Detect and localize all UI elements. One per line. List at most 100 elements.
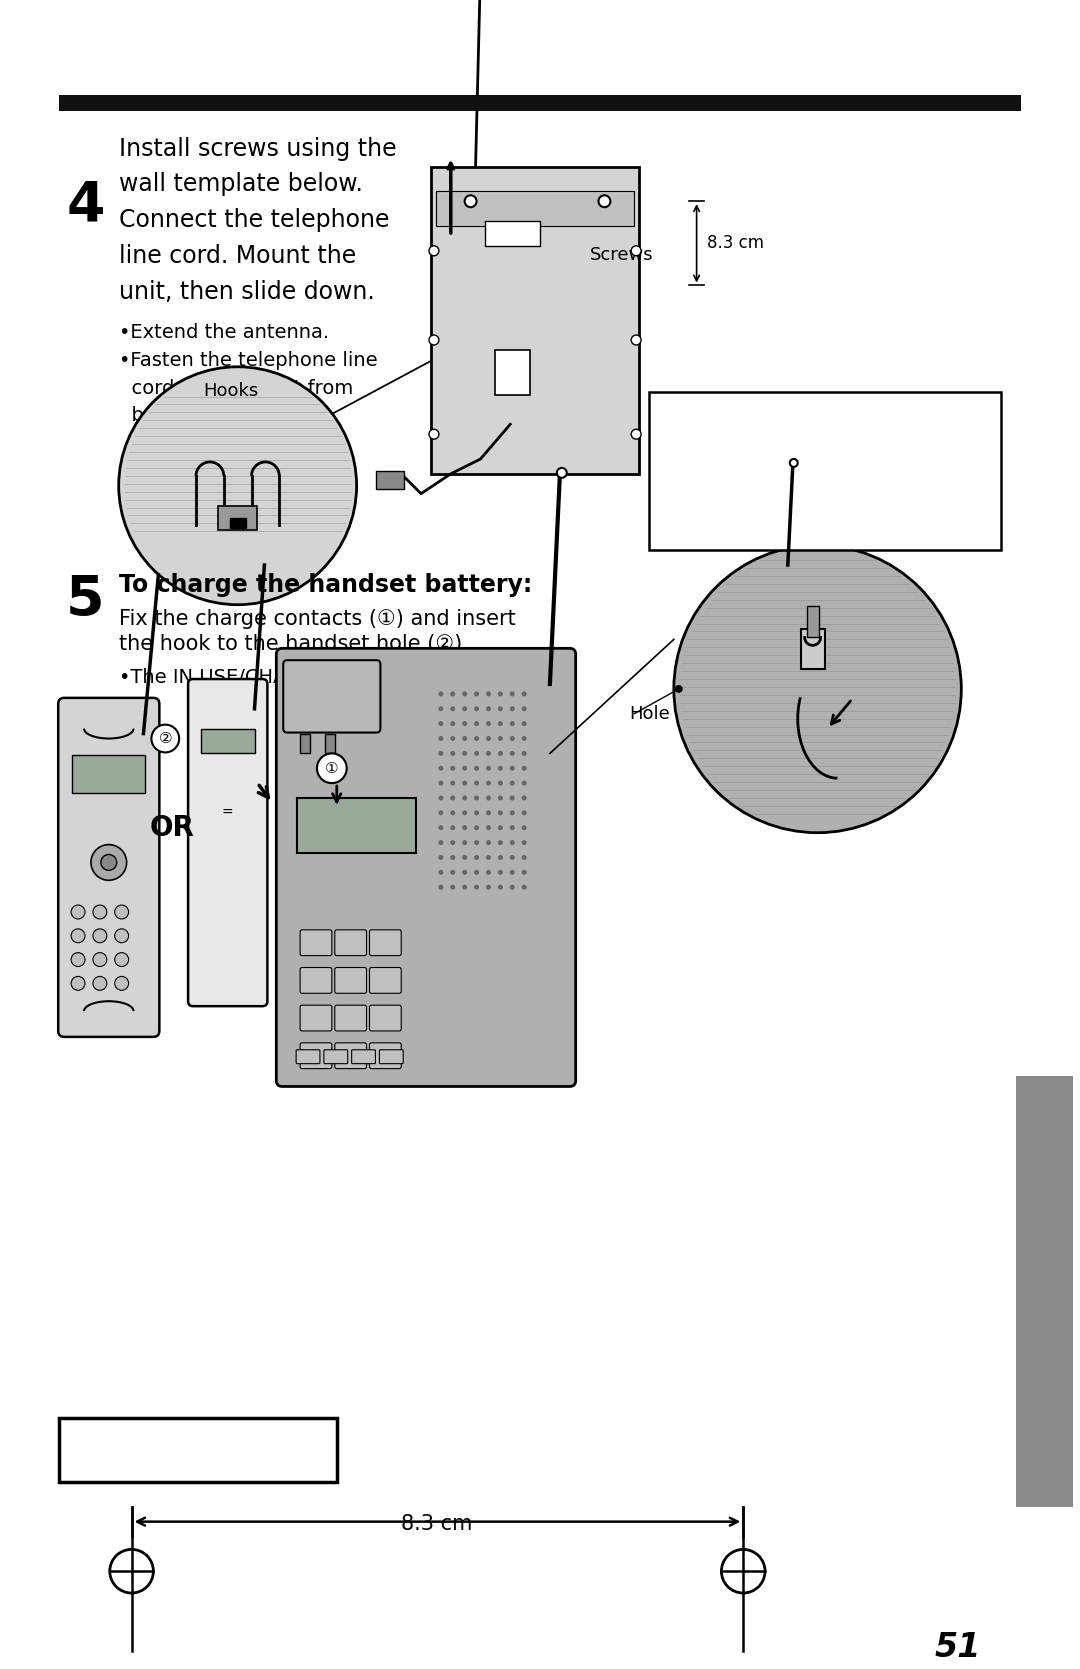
Circle shape	[474, 691, 480, 696]
Text: Fix the charge contacts (①) and insert: Fix the charge contacts (①) and insert	[119, 609, 515, 629]
Circle shape	[462, 885, 468, 890]
Circle shape	[522, 824, 527, 829]
Circle shape	[450, 855, 456, 860]
Circle shape	[429, 245, 438, 255]
Circle shape	[522, 840, 527, 845]
Circle shape	[114, 930, 129, 943]
Circle shape	[474, 855, 480, 860]
FancyBboxPatch shape	[300, 1005, 332, 1031]
Circle shape	[522, 766, 527, 771]
Text: 4: 4	[66, 179, 105, 232]
Circle shape	[450, 811, 456, 816]
Text: 8.3 cm: 8.3 cm	[401, 1514, 473, 1534]
Circle shape	[486, 855, 491, 860]
Circle shape	[486, 721, 491, 726]
Circle shape	[100, 855, 117, 870]
Circle shape	[522, 885, 527, 890]
FancyBboxPatch shape	[58, 698, 160, 1036]
FancyBboxPatch shape	[296, 1050, 320, 1063]
Circle shape	[462, 870, 468, 875]
Circle shape	[450, 721, 456, 726]
Circle shape	[450, 781, 456, 786]
Text: 8.3 cm: 8.3 cm	[706, 234, 764, 252]
Circle shape	[631, 429, 642, 439]
Circle shape	[114, 905, 129, 920]
Circle shape	[474, 706, 480, 711]
Circle shape	[474, 736, 480, 741]
Bar	[800, 629, 824, 669]
Circle shape	[71, 930, 85, 943]
Text: •Fasten the telephone line: •Fasten the telephone line	[119, 350, 377, 371]
Text: ②: ②	[159, 731, 172, 746]
Circle shape	[316, 753, 347, 783]
Bar	[377, 471, 404, 489]
Bar	[59, 95, 1021, 112]
Circle shape	[450, 840, 456, 845]
Text: wall template below.: wall template below.	[119, 172, 363, 197]
Bar	[72, 756, 146, 793]
Circle shape	[510, 706, 515, 711]
FancyBboxPatch shape	[369, 968, 401, 993]
Circle shape	[522, 706, 527, 711]
Circle shape	[474, 840, 480, 845]
Circle shape	[71, 976, 85, 990]
Text: Install screws using the: Install screws using the	[119, 137, 396, 160]
Circle shape	[510, 811, 515, 816]
Circle shape	[498, 811, 503, 816]
Circle shape	[114, 953, 129, 966]
Circle shape	[462, 766, 468, 771]
Text: Hook: Hook	[862, 609, 908, 628]
Circle shape	[498, 870, 503, 875]
Bar	[59, 1417, 337, 1482]
Circle shape	[598, 195, 610, 207]
Circle shape	[498, 691, 503, 696]
Circle shape	[498, 766, 503, 771]
Circle shape	[110, 1549, 153, 1592]
Text: OR: OR	[661, 459, 690, 477]
FancyBboxPatch shape	[379, 1050, 403, 1063]
Circle shape	[474, 870, 480, 875]
Circle shape	[510, 766, 515, 771]
Circle shape	[675, 684, 683, 693]
Circle shape	[71, 905, 85, 920]
Circle shape	[510, 855, 515, 860]
Circle shape	[486, 870, 491, 875]
Bar	[300, 734, 310, 753]
Circle shape	[486, 706, 491, 711]
Circle shape	[510, 840, 515, 845]
Text: Wall Template: Wall Template	[71, 1435, 325, 1467]
Circle shape	[438, 751, 444, 756]
Circle shape	[474, 751, 480, 756]
Circle shape	[522, 781, 527, 786]
Circle shape	[462, 796, 468, 801]
Circle shape	[462, 706, 468, 711]
FancyBboxPatch shape	[352, 1050, 376, 1063]
Circle shape	[510, 796, 515, 801]
FancyBboxPatch shape	[335, 1005, 366, 1031]
FancyBboxPatch shape	[300, 930, 332, 956]
Circle shape	[438, 885, 444, 890]
Circle shape	[462, 721, 468, 726]
Circle shape	[438, 855, 444, 860]
FancyBboxPatch shape	[369, 930, 401, 956]
Text: =: =	[221, 806, 233, 819]
Circle shape	[151, 724, 179, 753]
Circle shape	[498, 855, 503, 860]
Circle shape	[674, 546, 961, 833]
Circle shape	[522, 691, 527, 696]
Bar	[201, 729, 255, 753]
FancyBboxPatch shape	[369, 1043, 401, 1068]
Circle shape	[498, 824, 503, 829]
Text: unit, then slide down.: unit, then slide down.	[119, 279, 375, 304]
Bar	[230, 519, 245, 529]
Circle shape	[438, 691, 444, 696]
Bar	[325, 734, 335, 753]
Circle shape	[450, 885, 456, 890]
Circle shape	[429, 429, 438, 439]
Circle shape	[450, 751, 456, 756]
Text: To Telephone Plug: To Telephone Plug	[661, 424, 809, 441]
Circle shape	[438, 706, 444, 711]
Circle shape	[462, 691, 468, 696]
Text: connected to Socket: connected to Socket	[661, 439, 831, 457]
Circle shape	[462, 824, 468, 829]
